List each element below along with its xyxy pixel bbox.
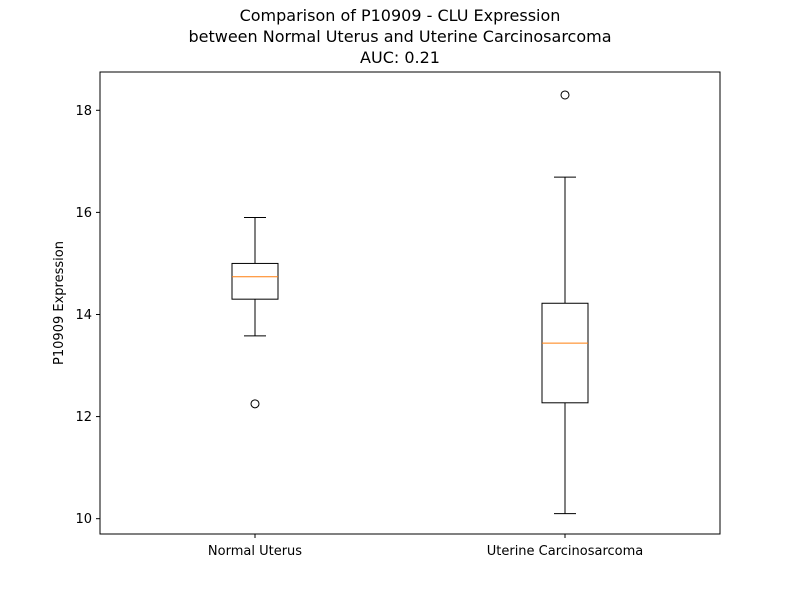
plot-area-frame xyxy=(99,71,721,535)
y-tick-label: 10 xyxy=(75,512,92,527)
outlier-point xyxy=(250,399,260,409)
box-iqr xyxy=(541,302,589,404)
box-group xyxy=(231,216,279,409)
box-plots xyxy=(231,90,589,515)
chart-title-line-2: between Normal Uterus and Uterine Carcin… xyxy=(188,27,612,46)
y-tick-label: 14 xyxy=(75,308,92,323)
y-tick-label: 16 xyxy=(75,206,92,221)
outlier-point xyxy=(560,90,570,100)
y-axis: 10 12 14 16 18 xyxy=(75,104,100,527)
chart-title-line-1: Comparison of P10909 - CLU Expression xyxy=(239,6,561,25)
x-tick-label: Normal Uterus xyxy=(208,544,302,559)
chart-title-line-3: AUC: 0.21 xyxy=(360,48,440,67)
y-tick-label: 12 xyxy=(75,410,92,425)
y-tick-label: 18 xyxy=(75,104,92,119)
box-group xyxy=(541,90,589,515)
box-iqr xyxy=(231,262,279,300)
x-axis: Normal Uterus Uterine Carcinosarcoma xyxy=(208,534,643,559)
y-axis-label: P10909 Expression xyxy=(52,241,67,365)
x-tick-label: Uterine Carcinosarcoma xyxy=(487,544,644,559)
